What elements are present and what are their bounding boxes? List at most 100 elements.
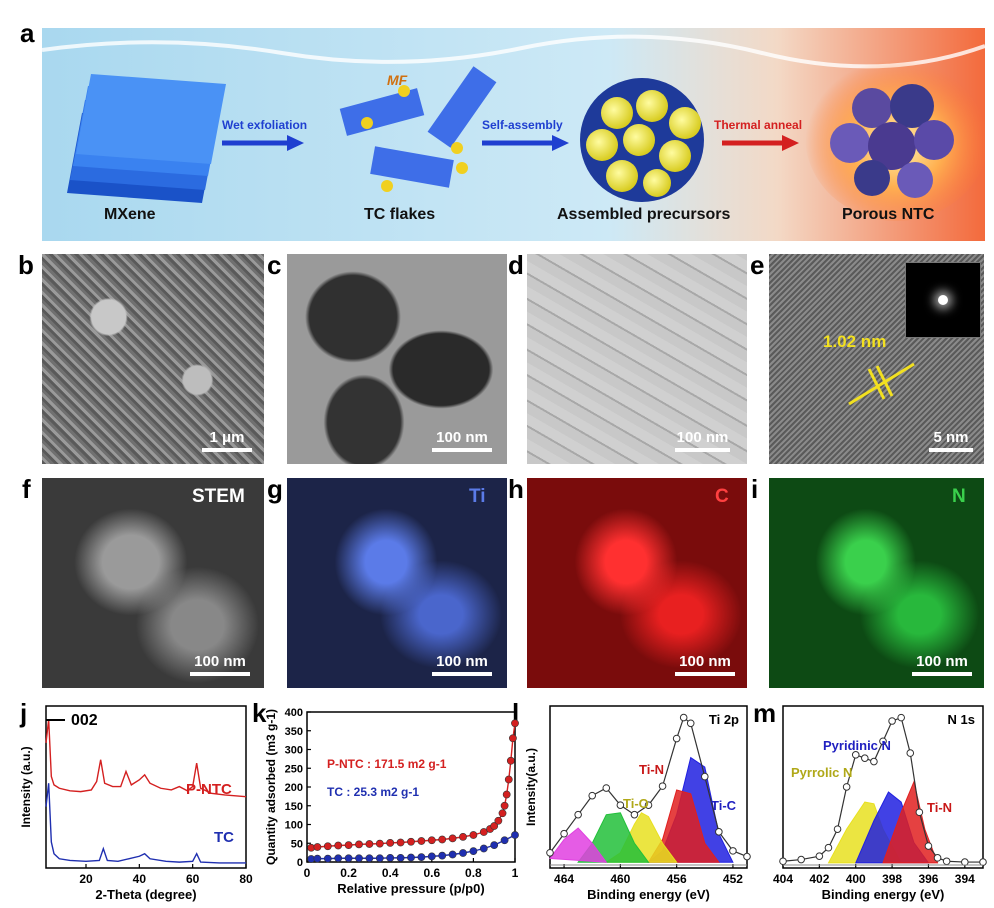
raw-data-point (879, 737, 887, 746)
raw-data-point (700, 772, 709, 781)
raw-data-point (851, 750, 860, 759)
data-point-tc (417, 853, 426, 862)
tc-flakes-icon (339, 66, 497, 192)
hrtem-image-e: 1.02 nm 5 nm (769, 254, 984, 464)
data-point-p-ntc (407, 837, 415, 846)
y-axis-label: Intensity(a.u.) (524, 748, 538, 826)
raw-data-point (861, 754, 869, 762)
scalebar-d: 100 nm (675, 429, 730, 452)
raw-data-line (549, 716, 748, 858)
x-tick-label: 0 (304, 866, 311, 880)
data-point-p-ntc (448, 834, 457, 843)
scalebar-b: 1 μm (202, 429, 252, 452)
plot-frame (45, 705, 247, 869)
data-point-p-ntc (506, 756, 515, 765)
x-tick-label: 402 (809, 872, 829, 886)
x-tick-label: 80 (239, 872, 253, 886)
scalebar-h: 100 nm (675, 653, 735, 676)
water-wave (42, 34, 985, 69)
data-point-p-ntc (386, 838, 395, 847)
raw-data-point (797, 855, 805, 864)
raw-data-point (602, 784, 611, 792)
panel-label-i: i (751, 474, 759, 504)
scalebar-g: 100 nm (432, 653, 492, 676)
scalebar-g-text: 100 nm (436, 653, 488, 670)
panel-label-a: a (20, 18, 35, 48)
data-point-tc (427, 852, 436, 861)
raw-data-point (842, 783, 851, 791)
raw-data-point (897, 713, 905, 722)
x-tick-label: 0.8 (465, 866, 482, 880)
data-point-tc (386, 853, 395, 862)
raw-data-point (888, 717, 896, 725)
data-point-p-ntc (313, 843, 322, 851)
panel-label-f: f (22, 474, 31, 504)
x-tick-label: 398 (882, 872, 902, 886)
y-tick-label: 250 (285, 763, 303, 775)
data-point-p-ntc (438, 835, 447, 844)
raw-data-point (715, 828, 723, 836)
x-tick-label: 460 (610, 872, 630, 886)
x-tick-label: 0.6 (423, 866, 440, 880)
x-tick-label: 1 (512, 866, 519, 880)
label-pyrrolic-n: Pyrrolic N (791, 765, 852, 780)
raw-data-point (588, 791, 597, 800)
data-point-p-ntc (365, 840, 374, 848)
y-tick-label: 350 (285, 726, 303, 738)
raw-data-point (616, 801, 625, 809)
data-point-tc (313, 854, 322, 863)
data-point-p-ntc (479, 828, 488, 836)
data-point-tc (448, 850, 457, 859)
lattice-marker-icon (848, 362, 915, 406)
label-ti-n: Ti-N (927, 800, 952, 815)
data-point-tc (334, 854, 343, 863)
scalebar-e-text: 5 nm (933, 429, 969, 446)
data-point-tc (365, 854, 374, 863)
tc-flakes-label: TC flakes (364, 206, 436, 223)
data-point-p-ntc (459, 832, 467, 841)
x-axis-label: Binding energy (eV) (587, 887, 710, 902)
scalebar-f-text: 100 nm (194, 653, 246, 670)
label-ti-o: Ti-O (623, 796, 649, 811)
raw-data-point (546, 848, 554, 857)
chart-title: N 1s (948, 712, 975, 727)
data-point-p-ntc (502, 790, 511, 799)
y-tick-label: 0 (297, 857, 303, 869)
data-point-p-ntc (498, 809, 507, 818)
data-point-p-ntc (375, 839, 384, 848)
sem-image-c: 100 nm (287, 254, 507, 464)
scalebar-f: 100 nm (190, 653, 250, 676)
data-point-p-ntc (469, 831, 478, 839)
data-point-tc (438, 851, 447, 860)
wet-exfoliation-label: Wet exfoliation (222, 118, 308, 132)
data-point-tc (355, 854, 363, 863)
scalebar-e: 5 nm (929, 429, 973, 452)
lattice-spacing-label: 1.02 nm (823, 332, 887, 351)
panel-label-j: j (20, 698, 28, 728)
y-axis-label: Quantity adsorbed (m3 g-1) (264, 709, 278, 865)
assembled-precursors-icon (580, 78, 704, 202)
data-point-p-ntc (396, 838, 405, 847)
raw-data-point (630, 810, 639, 819)
scalebar-i: 100 nm (912, 653, 972, 676)
raw-data-point (933, 854, 942, 862)
x-tick-label: 464 (554, 872, 574, 886)
raw-data-point (906, 749, 915, 757)
raw-data-point (658, 782, 667, 790)
scalebar-h-text: 100 nm (679, 653, 731, 670)
raw-data-point (979, 858, 987, 866)
x-tick-label: 456 (667, 872, 687, 886)
x-axis-label: Binding energy (eV) (822, 887, 945, 902)
data-point-p-ntc (504, 775, 513, 784)
x-tick-label: 404 (773, 872, 793, 886)
raw-data-point (915, 808, 924, 817)
bet-isotherm-chart: 0 0.2 0.4 0.6 0.8 1 0 50 100 150 200 250 300 350 400 Re… (264, 707, 519, 896)
panel-label-g: g (267, 474, 283, 504)
data-point-tc (479, 844, 488, 853)
schematic-art (42, 28, 985, 241)
panel-label-e: e (750, 250, 765, 280)
data-point-tc (500, 836, 509, 845)
plot-frame (782, 705, 984, 869)
series-line-p-ntc (45, 719, 247, 798)
stem-label: STEM (192, 486, 245, 507)
